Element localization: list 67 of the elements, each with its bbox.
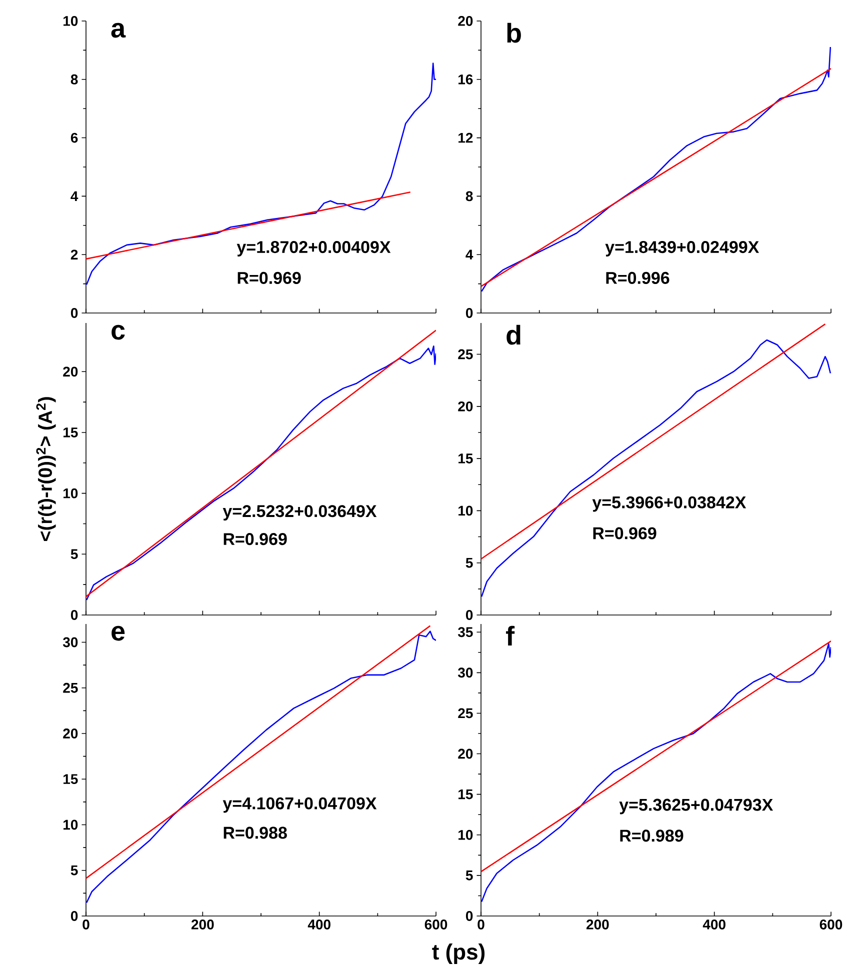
y-tick-label: 30 [458, 668, 473, 678]
y-tick-label: 12 [458, 132, 473, 143]
annotation: y=4.1067+0.04709X [222, 797, 377, 813]
annotation: y=1.8702+0.00409X [236, 241, 391, 256]
x-tick-label: 400 [308, 920, 330, 930]
x-tick-label: 0 [82, 920, 90, 930]
y-tick-label: 15 [64, 428, 78, 438]
y-tick-label: 10 [458, 506, 473, 516]
x-tick-label: 600 [424, 920, 448, 930]
y-tick-label: 16 [458, 74, 473, 84]
annotation: y=1.8439+0.02499X [605, 241, 760, 256]
y-tick-label: 25 [458, 708, 473, 718]
y-tick-label: 5 [70, 865, 78, 876]
annotation: y=2.5232+0.03649X [222, 505, 377, 520]
line-series [86, 62, 436, 286]
y-tick-label: 8 [466, 191, 473, 202]
chart-title: b [507, 22, 521, 43]
annotation: R=0.988 [224, 826, 287, 839]
y-tick-label: 5 [466, 870, 473, 880]
chart-title: c [112, 324, 125, 340]
x-tick-label: 400 [702, 920, 726, 930]
chart-title: d [506, 324, 520, 345]
annotation: y=5.3625+0.04793X [619, 798, 774, 814]
annotation: y=5.3966+0.03842X [592, 496, 746, 512]
y-tick-label: 6 [70, 132, 78, 143]
y-tick-label: 25 [458, 349, 473, 360]
chart-title: f [506, 626, 515, 646]
y-tick-label: 20 [458, 401, 473, 412]
annotation: R=0.969 [238, 272, 301, 284]
y-tick-label: 5 [466, 558, 473, 568]
x-tick-label: 200 [586, 920, 609, 930]
y-tick-label: 5 [70, 549, 78, 560]
chart-title: e [112, 626, 125, 641]
y-tick-label: 15 [64, 774, 78, 784]
annotation: R=0.969 [224, 533, 287, 546]
annotation: R=0.969 [593, 527, 656, 540]
y-tick-label: 15 [458, 789, 473, 800]
x-axis-title: t (ps) [432, 944, 485, 964]
chart-title: a [111, 22, 126, 38]
y-tick-label: 2 [70, 250, 78, 260]
y-tick-label: 0 [70, 308, 78, 318]
annotation: R=0.996 [606, 272, 670, 284]
y-tick-label: 10 [64, 16, 78, 26]
y-tick-label: 4 [466, 250, 474, 260]
y-tick-label: 15 [458, 454, 473, 464]
y-tick-label: 25 [63, 682, 78, 693]
y-tick-label: 0 [466, 308, 473, 318]
x-tick-label: 600 [820, 920, 842, 930]
y-tick-label: 10 [64, 820, 78, 830]
annotation: R=0.989 [620, 830, 684, 842]
y-tick-label: 20 [63, 366, 78, 377]
x-tick-label: 0 [478, 920, 484, 930]
y-tick-label: 30 [62, 637, 78, 648]
y-axis-title: <(r(t)-r(0))$^{2}$> (A$^{2}$) [36, 397, 56, 541]
y-tick-label: 0 [70, 911, 78, 921]
y-tick-label: 10 [64, 488, 78, 498]
y-tick-label: 0 [466, 610, 473, 620]
y-tick-label: 10 [458, 830, 473, 840]
y-tick-label: 35 [458, 627, 473, 638]
y-tick-label: 0 [466, 911, 473, 921]
y-tick-label: 8 [70, 74, 78, 84]
y-tick-label: 20 [63, 728, 78, 738]
y-tick-label: 20 [458, 16, 473, 26]
x-tick-label: 200 [191, 920, 214, 930]
y-tick-label: 20 [458, 748, 473, 759]
y-tick-label: 0 [70, 610, 78, 620]
y-tick-label: 4 [70, 191, 78, 202]
